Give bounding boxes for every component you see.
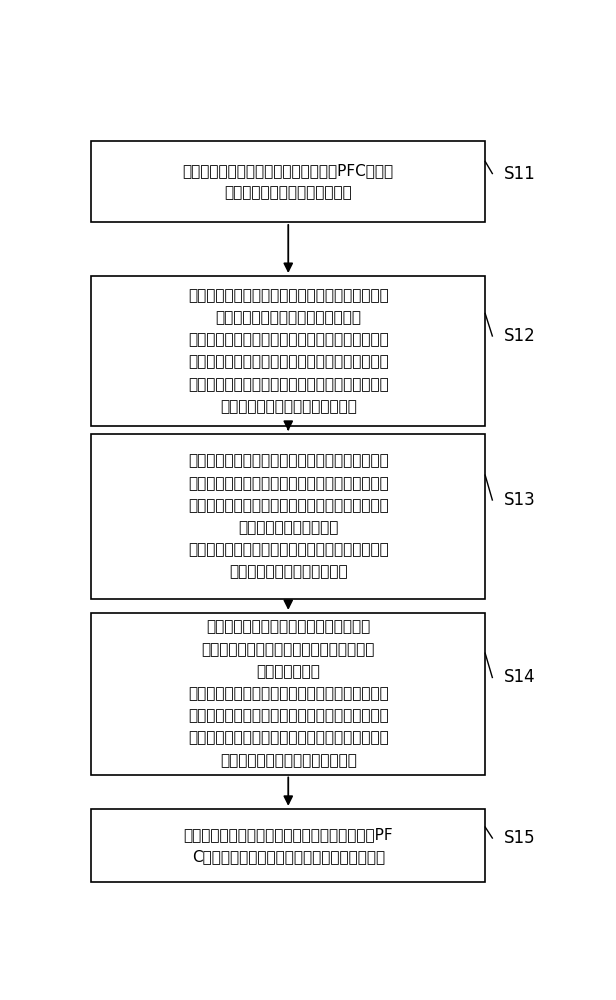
Text: S13: S13 [505, 491, 536, 509]
Text: S15: S15 [505, 829, 536, 847]
Text: 计算所述当前周期的电流环参考值与所述
输入电流的差值，所述差值为电流环差值；
基于所述电流环
差值进行电流环的偏差控制，得到电流环输出量；
其中，当所述电流环差: 计算所述当前周期的电流环参考值与所述 输入电流的差值，所述差值为电流环差值； 基… [188, 620, 389, 768]
Text: 基于所述电压环输出量计算当前周期的电流环参考
值；计算所述当前周期的电流环参考值与上一周期
的电流环参考值的差值，若所述差值大于所述变化
阈值时，所述当前周期的: 基于所述电压环输出量计算当前周期的电流环参考 值；计算所述当前周期的电流环参考值… [188, 454, 389, 580]
Text: S14: S14 [505, 668, 536, 686]
Text: S12: S12 [505, 327, 536, 345]
Bar [91, 809, 485, 882]
Bar [91, 276, 485, 426]
Text: S11: S11 [505, 165, 536, 183]
Text: 计算母线电压设定值与所述母线电压的差值，所述
差值为电压环差值；基于所述电压环
差值进行电压环的偏差控制，得到电压环输出量；
其中，当所述电压环差值大于第一电压: 计算母线电压设定值与所述母线电压的差值，所述 差值为电压环差值；基于所述电压环 … [188, 288, 389, 414]
Bar [91, 141, 485, 222]
Bar [91, 613, 485, 774]
Text: 基于所述开关管的每一个控制周期获取PFC电路的
输入电流、输入电压和母线电压: 基于所述开关管的每一个控制周期获取PFC电路的 输入电流、输入电压和母线电压 [183, 163, 394, 200]
Bar [91, 434, 485, 599]
Text: 将所述电流环输出量与前馈量相加得到控制所述PF
C电路的开关管导通和开关管截止的占空比信号: 将所述电流环输出量与前馈量相加得到控制所述PF C电路的开关管导通和开关管截止的… [184, 827, 393, 864]
